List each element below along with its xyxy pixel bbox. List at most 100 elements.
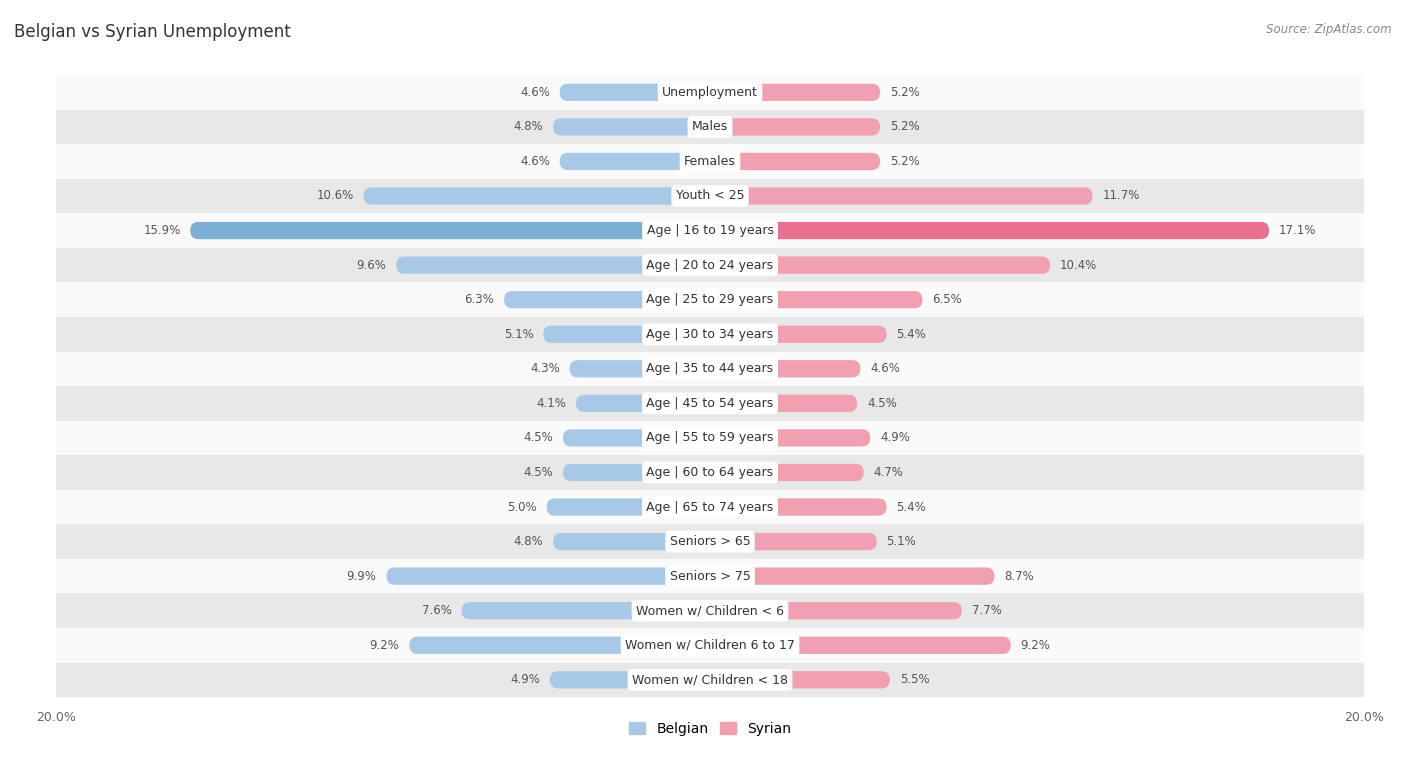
Text: Women w/ Children 6 to 17: Women w/ Children 6 to 17: [626, 639, 794, 652]
FancyBboxPatch shape: [505, 291, 710, 308]
FancyBboxPatch shape: [56, 248, 1364, 282]
FancyBboxPatch shape: [710, 568, 994, 585]
Text: Females: Females: [685, 155, 735, 168]
Text: Women w/ Children < 18: Women w/ Children < 18: [633, 673, 787, 687]
FancyBboxPatch shape: [710, 464, 863, 481]
FancyBboxPatch shape: [710, 671, 890, 688]
FancyBboxPatch shape: [190, 222, 710, 239]
FancyBboxPatch shape: [56, 179, 1364, 213]
FancyBboxPatch shape: [576, 394, 710, 412]
FancyBboxPatch shape: [710, 533, 877, 550]
Text: 4.5%: 4.5%: [868, 397, 897, 410]
Text: 5.2%: 5.2%: [890, 86, 920, 99]
FancyBboxPatch shape: [562, 429, 710, 447]
FancyBboxPatch shape: [710, 429, 870, 447]
Text: 5.5%: 5.5%: [900, 673, 929, 687]
Text: Age | 45 to 54 years: Age | 45 to 54 years: [647, 397, 773, 410]
FancyBboxPatch shape: [560, 153, 710, 170]
Text: 9.2%: 9.2%: [370, 639, 399, 652]
Text: Belgian vs Syrian Unemployment: Belgian vs Syrian Unemployment: [14, 23, 291, 41]
Text: 6.3%: 6.3%: [464, 293, 495, 306]
Text: 4.8%: 4.8%: [513, 120, 543, 133]
FancyBboxPatch shape: [396, 257, 710, 274]
Text: 5.0%: 5.0%: [508, 500, 537, 513]
Text: 9.6%: 9.6%: [357, 259, 387, 272]
Text: Seniors > 75: Seniors > 75: [669, 570, 751, 583]
FancyBboxPatch shape: [550, 671, 710, 688]
FancyBboxPatch shape: [569, 360, 710, 378]
FancyBboxPatch shape: [543, 326, 710, 343]
FancyBboxPatch shape: [56, 144, 1364, 179]
Text: 10.4%: 10.4%: [1060, 259, 1097, 272]
FancyBboxPatch shape: [56, 317, 1364, 351]
Text: 17.1%: 17.1%: [1279, 224, 1316, 237]
Text: 4.8%: 4.8%: [513, 535, 543, 548]
Text: 10.6%: 10.6%: [316, 189, 354, 202]
Text: Males: Males: [692, 120, 728, 133]
Text: 4.7%: 4.7%: [873, 466, 903, 479]
FancyBboxPatch shape: [56, 421, 1364, 455]
FancyBboxPatch shape: [710, 637, 1011, 654]
Text: 4.3%: 4.3%: [530, 363, 560, 375]
Text: 7.7%: 7.7%: [972, 604, 1001, 617]
FancyBboxPatch shape: [364, 187, 710, 204]
Text: Age | 60 to 64 years: Age | 60 to 64 years: [647, 466, 773, 479]
FancyBboxPatch shape: [710, 326, 887, 343]
Text: 4.9%: 4.9%: [510, 673, 540, 687]
Text: 5.2%: 5.2%: [890, 155, 920, 168]
FancyBboxPatch shape: [553, 118, 710, 136]
FancyBboxPatch shape: [710, 153, 880, 170]
Text: Unemployment: Unemployment: [662, 86, 758, 99]
Text: 5.1%: 5.1%: [503, 328, 533, 341]
Text: Youth < 25: Youth < 25: [676, 189, 744, 202]
FancyBboxPatch shape: [710, 222, 1270, 239]
FancyBboxPatch shape: [56, 628, 1364, 662]
Text: Age | 20 to 24 years: Age | 20 to 24 years: [647, 259, 773, 272]
Text: Age | 35 to 44 years: Age | 35 to 44 years: [647, 363, 773, 375]
Text: 4.1%: 4.1%: [536, 397, 567, 410]
Text: 15.9%: 15.9%: [143, 224, 180, 237]
Text: 5.4%: 5.4%: [897, 500, 927, 513]
Text: Age | 25 to 29 years: Age | 25 to 29 years: [647, 293, 773, 306]
Text: Age | 65 to 74 years: Age | 65 to 74 years: [647, 500, 773, 513]
FancyBboxPatch shape: [56, 213, 1364, 248]
FancyBboxPatch shape: [710, 360, 860, 378]
FancyBboxPatch shape: [56, 525, 1364, 559]
Text: 9.2%: 9.2%: [1021, 639, 1050, 652]
FancyBboxPatch shape: [56, 386, 1364, 421]
Text: 7.6%: 7.6%: [422, 604, 451, 617]
FancyBboxPatch shape: [56, 282, 1364, 317]
FancyBboxPatch shape: [710, 187, 1092, 204]
FancyBboxPatch shape: [56, 662, 1364, 697]
Text: 5.4%: 5.4%: [897, 328, 927, 341]
Text: 4.6%: 4.6%: [520, 86, 550, 99]
Text: 11.7%: 11.7%: [1102, 189, 1140, 202]
Text: 4.5%: 4.5%: [523, 431, 553, 444]
Text: 4.6%: 4.6%: [520, 155, 550, 168]
FancyBboxPatch shape: [710, 84, 880, 101]
Text: 4.9%: 4.9%: [880, 431, 910, 444]
FancyBboxPatch shape: [710, 291, 922, 308]
FancyBboxPatch shape: [560, 84, 710, 101]
FancyBboxPatch shape: [56, 110, 1364, 144]
FancyBboxPatch shape: [56, 490, 1364, 525]
Text: 6.5%: 6.5%: [932, 293, 962, 306]
FancyBboxPatch shape: [562, 464, 710, 481]
FancyBboxPatch shape: [56, 593, 1364, 628]
Text: Women w/ Children < 6: Women w/ Children < 6: [636, 604, 785, 617]
FancyBboxPatch shape: [56, 455, 1364, 490]
FancyBboxPatch shape: [56, 75, 1364, 110]
Text: Source: ZipAtlas.com: Source: ZipAtlas.com: [1267, 23, 1392, 36]
Text: 8.7%: 8.7%: [1004, 570, 1033, 583]
Text: Age | 30 to 34 years: Age | 30 to 34 years: [647, 328, 773, 341]
FancyBboxPatch shape: [547, 498, 710, 516]
Text: Age | 55 to 59 years: Age | 55 to 59 years: [647, 431, 773, 444]
FancyBboxPatch shape: [409, 637, 710, 654]
Text: 4.5%: 4.5%: [523, 466, 553, 479]
Text: 5.1%: 5.1%: [887, 535, 917, 548]
Legend: Belgian, Syrian: Belgian, Syrian: [623, 716, 797, 742]
Text: Age | 16 to 19 years: Age | 16 to 19 years: [647, 224, 773, 237]
FancyBboxPatch shape: [387, 568, 710, 585]
FancyBboxPatch shape: [710, 118, 880, 136]
FancyBboxPatch shape: [710, 257, 1050, 274]
